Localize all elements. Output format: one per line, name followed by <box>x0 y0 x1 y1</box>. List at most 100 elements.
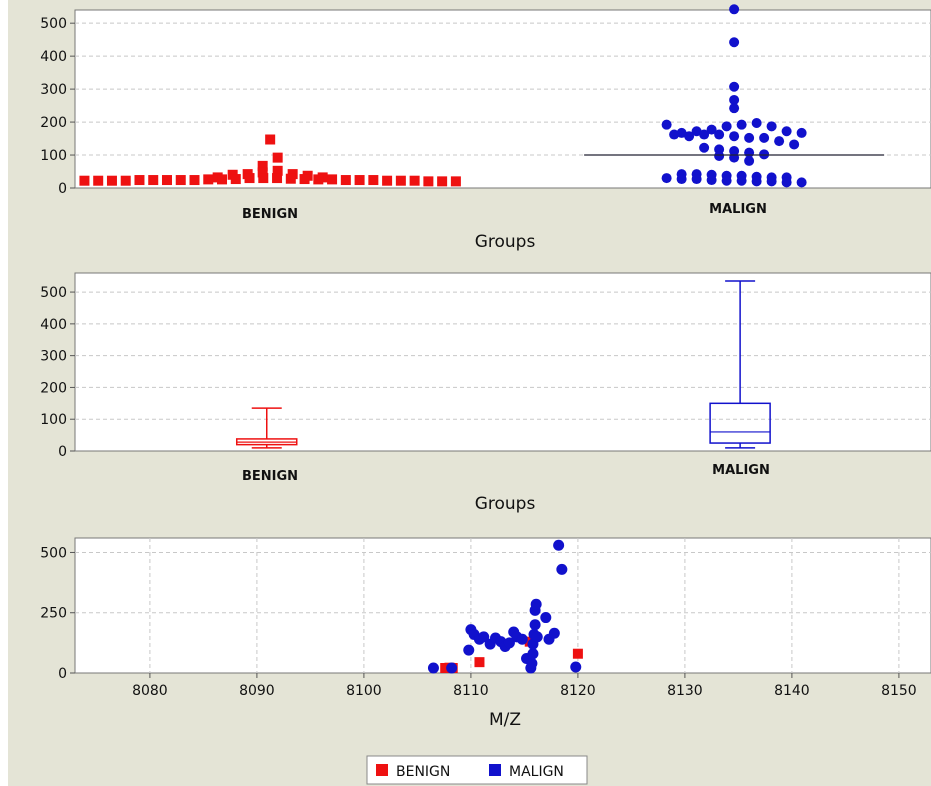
benign-point <box>258 173 269 184</box>
scatter-y-ticks: 0 250 500 <box>40 545 75 682</box>
malign-point <box>684 131 695 142</box>
dot-plot-y-ticks: 0 100 200 300 400 500 <box>40 16 75 197</box>
y-tick-label: 250 <box>40 606 67 622</box>
scatter-marks <box>427 539 583 674</box>
benign-point <box>382 175 393 186</box>
benign-point <box>474 657 485 668</box>
benign-point <box>79 175 90 186</box>
benign-point <box>572 648 583 659</box>
malign-point <box>796 177 807 188</box>
y-tick-label: 400 <box>40 317 67 333</box>
malign-point <box>661 119 672 130</box>
x-tick-label: 8090 <box>239 683 275 699</box>
x-tick-label: 8100 <box>346 683 382 699</box>
malign-point <box>729 152 740 163</box>
benign-point <box>313 174 324 185</box>
malign-point <box>781 126 792 137</box>
category-label-malign: MALIGN <box>709 202 767 217</box>
benign-point <box>148 175 159 186</box>
malign-point <box>751 176 762 187</box>
malign-point <box>556 563 568 575</box>
legend-label-malign: MALIGN <box>509 764 564 780</box>
benign-point <box>354 175 365 186</box>
y-tick-label: 200 <box>40 115 67 131</box>
x-axis-title: M/Z <box>489 710 521 730</box>
category-label-benign: BENIGN <box>242 469 298 484</box>
malign-point <box>530 598 542 610</box>
y-tick-label: 500 <box>40 285 67 301</box>
scatter-x-ticks: 8080 8090 8100 8110 8120 8130 8140 8150 <box>132 673 917 699</box>
y-tick-label: 300 <box>40 349 67 365</box>
malign-point <box>531 631 543 643</box>
malign-point <box>759 132 770 143</box>
category-label-malign: MALIGN <box>712 463 770 478</box>
benign-point <box>244 173 255 184</box>
malign-point <box>570 661 582 673</box>
y-tick-label: 200 <box>40 380 67 396</box>
x-tick-label: 8130 <box>667 683 703 699</box>
benign-point <box>93 175 104 186</box>
legend-swatch-malign <box>489 764 501 776</box>
dot-plot-area <box>74 9 931 189</box>
y-tick-label: 100 <box>40 148 67 164</box>
malign-point <box>699 129 710 140</box>
malign-point <box>676 174 687 185</box>
malign-point <box>729 131 740 142</box>
y-tick-label: 0 <box>58 666 67 682</box>
y-tick-label: 400 <box>40 49 67 65</box>
malign-point <box>729 103 740 114</box>
malign-point <box>669 129 680 140</box>
legend-label-benign: BENIGN <box>396 764 450 780</box>
benign-point <box>106 175 117 186</box>
y-tick-label: 100 <box>40 412 67 428</box>
box-plot-area <box>74 272 931 452</box>
benign-point <box>265 134 276 145</box>
benign-point <box>272 173 283 184</box>
benign-point <box>161 175 172 186</box>
malign-point <box>548 627 560 639</box>
malign-point <box>706 175 717 186</box>
malign-point <box>789 139 800 150</box>
malign-point <box>516 633 528 645</box>
malign-point <box>540 612 552 624</box>
benign-point <box>327 174 338 185</box>
malign-point <box>729 4 740 15</box>
benign-point <box>299 174 310 185</box>
benign-point <box>450 176 461 187</box>
malign-point <box>691 174 702 185</box>
y-tick-label: 500 <box>40 16 67 32</box>
malign-point <box>446 662 458 674</box>
legend: BENIGN MALIGN <box>366 755 588 785</box>
malign-point <box>676 127 687 138</box>
malign-point <box>751 118 762 129</box>
benign-point <box>368 175 379 186</box>
malign-point <box>527 648 539 660</box>
malign-point <box>721 121 732 132</box>
dot-plot-grid <box>75 22 931 156</box>
x-axis-title: Groups <box>475 494 536 514</box>
y-tick-label: 0 <box>58 444 67 460</box>
benign-point <box>175 175 186 186</box>
box-plot-chart: 0 100 200 300 400 500 BENIGN MALIGN Groups <box>40 272 931 514</box>
malign-point <box>781 177 792 188</box>
benign-point <box>257 167 268 178</box>
malign-point <box>774 136 785 147</box>
benign-point <box>203 174 214 185</box>
benign-point <box>285 173 296 184</box>
benign-point <box>272 165 283 176</box>
malign-point <box>759 149 770 160</box>
y-tick-label: 500 <box>40 545 67 561</box>
malign-point <box>706 124 717 135</box>
malign-point <box>478 631 490 643</box>
x-tick-label: 8110 <box>453 683 489 699</box>
x-tick-label: 8120 <box>560 683 596 699</box>
benign-point <box>230 174 241 185</box>
malign-point <box>526 657 538 669</box>
dot-plot-marks <box>79 4 885 188</box>
mz-scatter-chart: 0 250 500 8080 8090 8100 8110 8120 8130 8140 8150… <box>40 537 931 730</box>
scatter-plot-area <box>74 537 931 674</box>
malign-point <box>729 94 740 105</box>
x-tick-label: 8080 <box>132 683 168 699</box>
benign-point <box>272 152 283 163</box>
